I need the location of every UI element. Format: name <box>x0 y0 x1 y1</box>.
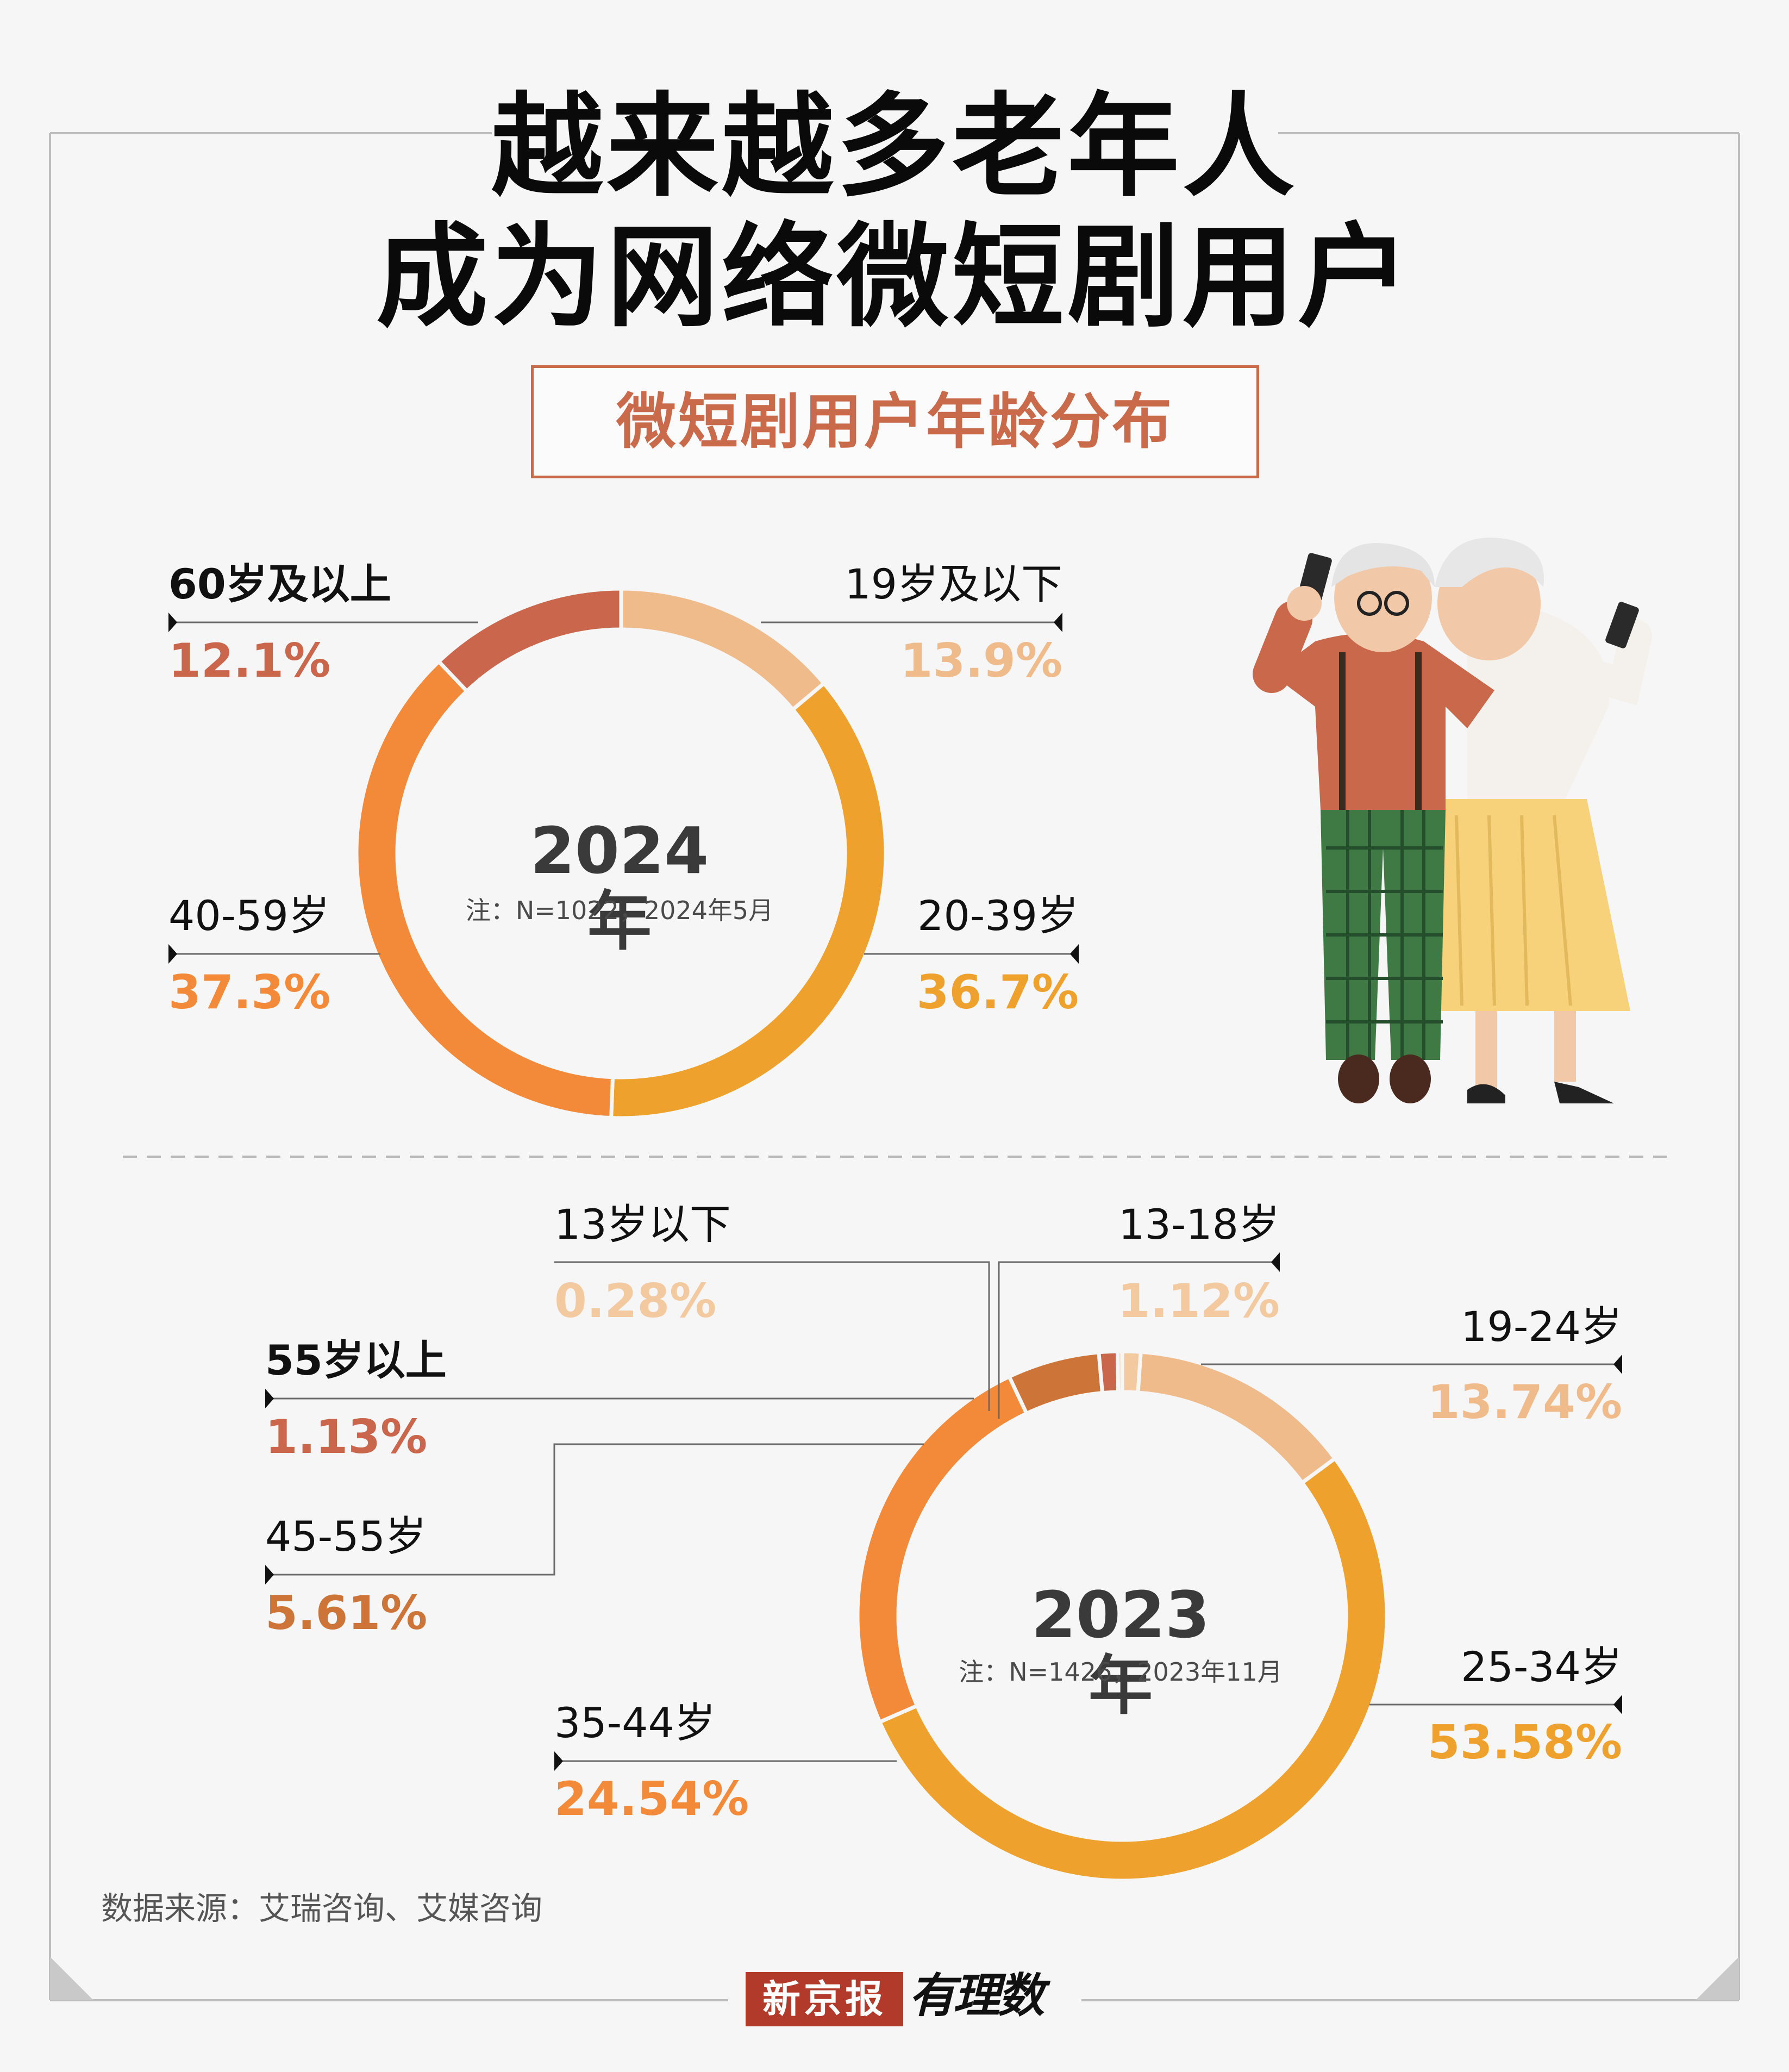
subtitle-frame <box>531 365 1259 478</box>
frame-corner-left <box>50 1957 93 2000</box>
leader-ticks-2024 <box>168 613 1079 964</box>
page-title-line2: 成为网络微短剧用户 <box>376 212 1413 342</box>
value-45-55: 5.61% <box>265 1586 428 1640</box>
donut-slice-13岁以下 <box>1115 1349 1124 1394</box>
frame <box>49 132 1740 2001</box>
man-figure <box>1253 543 1494 1103</box>
leader-lines-2024 <box>168 621 1079 955</box>
value-19below: 13.9% <box>900 634 1062 688</box>
value-35-44: 24.54% <box>554 1772 749 1826</box>
brand-logo-box <box>746 1972 903 2026</box>
donut-slice-60岁及以上 <box>436 586 623 694</box>
label-19below: 19岁及以下 <box>845 560 1062 608</box>
page-title-line1: 越来越多老年人 <box>491 82 1298 212</box>
donut-slice-20-39岁 <box>609 681 888 1120</box>
elderly-couple-illustration <box>1253 538 1652 1103</box>
chart-subtitle: 微短剧用户年龄分布 <box>616 387 1174 457</box>
leader-ticks-2023 <box>265 1252 1622 1771</box>
donut-chart-2023 <box>855 1349 1389 1883</box>
label-60plus: 60岁及以上 <box>168 560 391 608</box>
chart-2023-center-title: 2023年 <box>1031 1577 1210 1723</box>
chart-2023-center-note: 注：N=1426，2023年11月 <box>959 1657 1283 1687</box>
donut-slice-19-24岁 <box>1136 1350 1338 1486</box>
leader-45-55 <box>265 1443 924 1576</box>
donut-slice-40-59岁 <box>354 659 615 1120</box>
donut-slice-55岁以上 <box>1097 1349 1121 1395</box>
label-20-39: 20-39岁 <box>917 891 1079 940</box>
brand-column-logo: 有理数 <box>909 1969 1044 2023</box>
label-13-18: 13-18岁 <box>1118 1200 1280 1249</box>
chart-2024-center-title: 2024年 <box>530 813 709 959</box>
woman-figure <box>1413 538 1652 1103</box>
value-55plus: 1.13% <box>265 1410 428 1464</box>
value-20-39: 36.7% <box>916 965 1079 1020</box>
value-under13: 0.28% <box>554 1274 717 1328</box>
donut-slice-45-55岁 <box>1006 1350 1105 1416</box>
value-25-34: 53.58% <box>1427 1715 1622 1770</box>
label-under13: 13岁以下 <box>554 1200 731 1249</box>
donut-slice-25-34岁 <box>877 1456 1389 1883</box>
label-35-44: 35-44岁 <box>554 1699 716 1747</box>
data-source-note: 数据来源：艾瑞咨询、艾媒咨询 <box>101 1890 543 1927</box>
value-19-24: 13.74% <box>1427 1375 1622 1430</box>
donut-chart-2024 <box>354 586 888 1120</box>
leader-13-18 <box>998 1261 1280 1419</box>
label-25-34: 25-34岁 <box>1461 1643 1622 1691</box>
label-45-55: 45-55岁 <box>265 1512 427 1561</box>
frame-corner-right <box>1696 1957 1739 2000</box>
value-60plus: 12.1% <box>168 634 331 688</box>
leader-lines-2023 <box>265 1261 1622 1762</box>
label-40-59: 40-59岁 <box>168 891 330 940</box>
brand-newspaper-logo: 新京报 <box>762 1976 886 2021</box>
value-13-18: 1.12% <box>1117 1274 1280 1328</box>
label-19-24: 19-24岁 <box>1461 1302 1622 1351</box>
value-40-59: 37.3% <box>168 965 331 1020</box>
label-55plus: 55岁以上 <box>265 1336 447 1384</box>
chart-2024-center-note: 注：N=1022，2024年5月 <box>465 896 774 925</box>
leader-under13 <box>554 1261 990 1411</box>
